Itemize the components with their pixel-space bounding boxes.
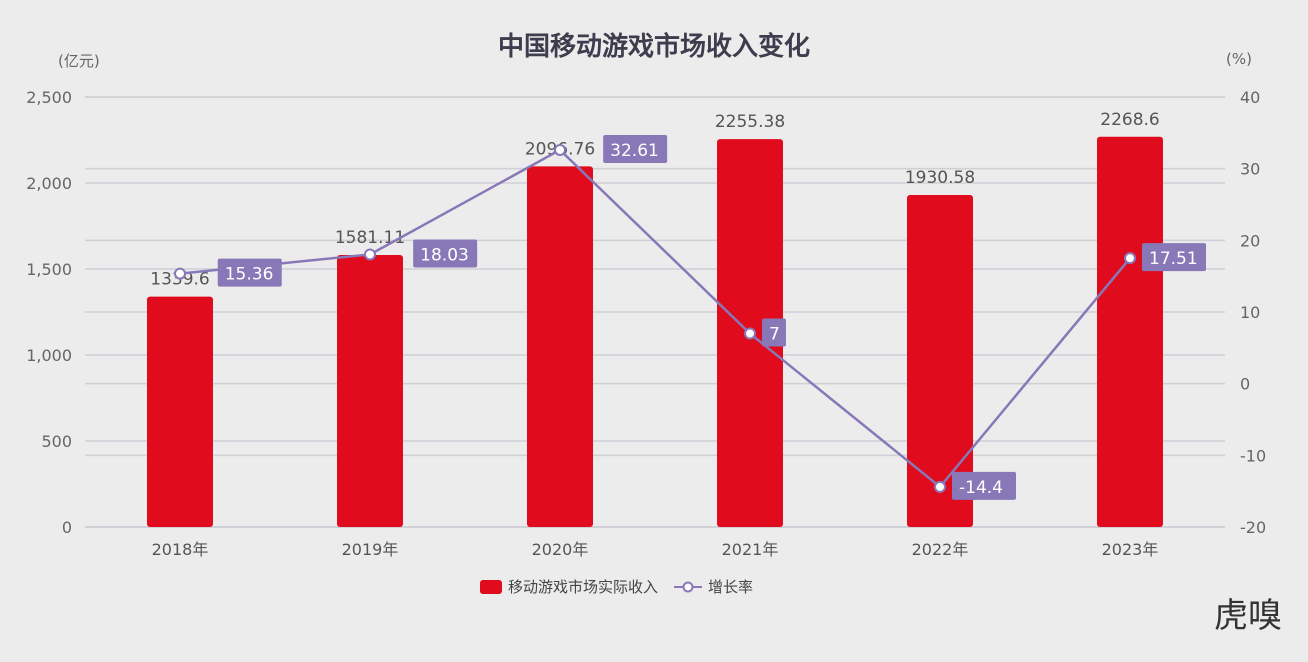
left-tick-label: 2,500 bbox=[26, 88, 72, 107]
left-tick-label: 1,500 bbox=[26, 260, 72, 279]
growth-value-label: 15.36 bbox=[225, 265, 274, 285]
right-tick-label: 10 bbox=[1240, 303, 1260, 322]
bar-value-label: 1581.11 bbox=[335, 228, 405, 248]
growth-rate-point bbox=[934, 480, 946, 493]
legend-label-growth[interactable]: 增长率 bbox=[708, 578, 754, 596]
right-axis-unit: (%) bbox=[1226, 50, 1252, 68]
legend-bar-swatch[interactable] bbox=[480, 579, 502, 594]
growth-rate-point bbox=[364, 248, 376, 261]
growth-value-label: 18.03 bbox=[420, 245, 469, 265]
x-tick-label: 2019年 bbox=[342, 540, 399, 559]
growth-value-label: 17.51 bbox=[1149, 249, 1198, 269]
growth-label-box bbox=[413, 239, 478, 268]
chart-title: 中国移动游戏市场收入变化 bbox=[497, 32, 810, 62]
growth-value-label: -14.4 bbox=[959, 478, 1003, 498]
watermark-logo: 虎嗅 bbox=[1214, 596, 1282, 636]
bar-revenue bbox=[147, 296, 213, 527]
bar-revenue bbox=[907, 194, 973, 527]
growth-value-label: 32.61 bbox=[610, 141, 659, 161]
right-tick-label: 40 bbox=[1240, 88, 1260, 107]
bar-value-label: 2255.38 bbox=[715, 112, 785, 132]
growth-rate-point bbox=[1124, 252, 1136, 265]
growth-rate-line bbox=[179, 148, 1131, 489]
growth-label-box bbox=[603, 134, 668, 163]
growth-rate-point bbox=[174, 267, 186, 280]
left-axis-unit: (亿元) bbox=[58, 52, 100, 70]
left-tick-label: 1,000 bbox=[26, 346, 72, 365]
right-tick-label: -20 bbox=[1240, 518, 1266, 537]
growth-value-label: 7 bbox=[769, 325, 780, 345]
bar-revenue bbox=[1097, 136, 1163, 528]
bar-value-label: 1339.6 bbox=[150, 270, 209, 290]
x-tick-label: 2023年 bbox=[1102, 540, 1159, 559]
bar-value-label: 1930.58 bbox=[905, 168, 975, 188]
growth-label-box bbox=[762, 318, 786, 347]
left-tick-label: 2,000 bbox=[26, 174, 72, 193]
x-tick-label: 2018年 bbox=[152, 540, 209, 559]
growth-rate-point bbox=[744, 327, 756, 340]
right-tick-label: 30 bbox=[1240, 160, 1260, 179]
right-tick-label: 20 bbox=[1240, 231, 1260, 250]
bar-value-label: 2268.6 bbox=[1100, 110, 1159, 130]
legend-label-revenue[interactable]: 移动游戏市场实际收入 bbox=[508, 578, 659, 596]
right-tick-label: 0 bbox=[1240, 375, 1250, 394]
legend: 移动游戏市场实际收入 增长率 bbox=[480, 576, 753, 597]
x-tick-label: 2020年 bbox=[532, 540, 589, 559]
left-tick-label: 0 bbox=[62, 518, 72, 537]
left-tick-label: 500 bbox=[41, 432, 72, 451]
x-tick-label: 2021年 bbox=[722, 540, 779, 559]
bar-revenue bbox=[527, 166, 593, 527]
right-tick-label: -10 bbox=[1240, 446, 1266, 465]
growth-label-box bbox=[1142, 243, 1206, 272]
legend-line-marker-icon[interactable] bbox=[674, 580, 703, 594]
growth-label-box bbox=[952, 471, 1016, 500]
x-tick-label: 2022年 bbox=[912, 540, 969, 559]
bar-revenue bbox=[337, 255, 403, 528]
growth-rate-point bbox=[554, 143, 566, 156]
growth-label-box bbox=[217, 258, 282, 287]
